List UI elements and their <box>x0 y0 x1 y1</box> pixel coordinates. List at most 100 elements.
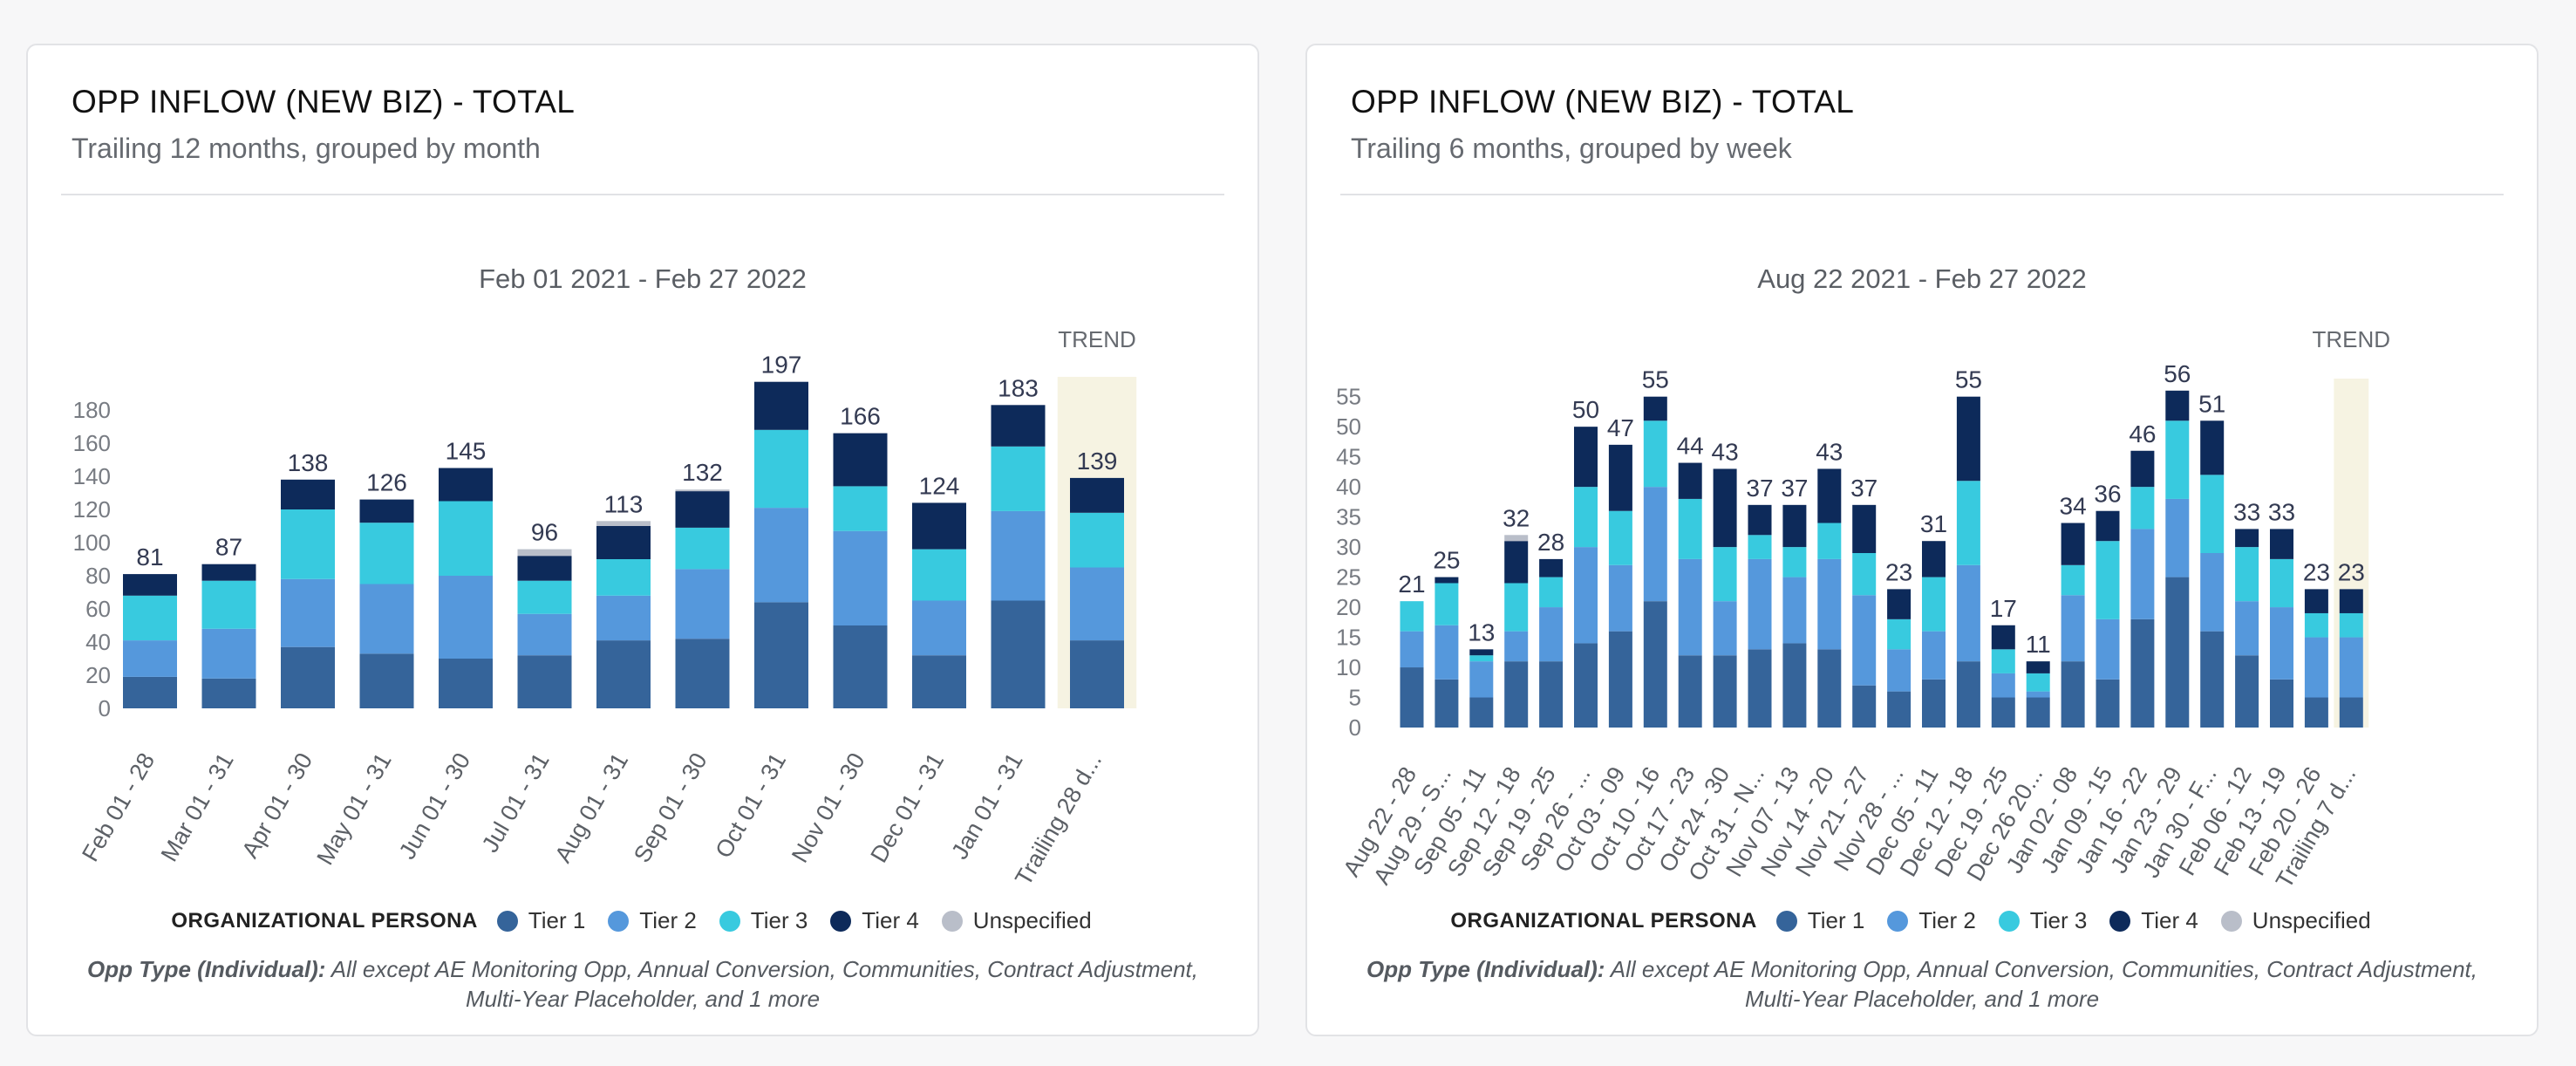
bar-segment-unspecified[interactable] <box>675 489 730 492</box>
bar-segment-tier-1[interactable] <box>1748 649 1772 728</box>
bar-segment-tier-4[interactable] <box>281 479 335 509</box>
bar-segment-tier-4[interactable] <box>675 491 730 528</box>
bar-segment-tier-2[interactable] <box>1782 577 1807 644</box>
bar-segment-tier-4[interactable] <box>1469 649 1494 656</box>
bar-segment-tier-1[interactable] <box>2096 679 2120 728</box>
bar-segment-tier-1[interactable] <box>1817 649 1842 728</box>
bar-segment-tier-1[interactable] <box>2304 697 2328 728</box>
bar-segment-tier-4[interactable] <box>2304 589 2328 613</box>
bar-segment-tier-2[interactable] <box>1070 567 1124 641</box>
bar-segment-tier-2[interactable] <box>2339 637 2363 698</box>
bar-segment-tier-3[interactable] <box>2026 673 2050 692</box>
bar-segment-tier-1[interactable] <box>1991 697 2015 728</box>
bar-segment-tier-3[interactable] <box>1748 535 1772 559</box>
bar-segment-tier-3[interactable] <box>2165 420 2190 499</box>
bar-segment-tier-4[interactable] <box>1817 468 1842 523</box>
bar-segment-tier-3[interactable] <box>1400 601 1424 632</box>
bar-segment-tier-2[interactable] <box>1887 649 1912 692</box>
bar-segment-tier-3[interactable] <box>2304 612 2328 638</box>
bar-segment-tier-2[interactable] <box>201 628 256 679</box>
bar-segment-tier-3[interactable] <box>754 429 808 509</box>
bar-segment-tier-4[interactable] <box>912 502 966 550</box>
bar-segment-tier-2[interactable] <box>1713 601 1737 656</box>
bar-segment-tier-3[interactable] <box>2200 475 2225 553</box>
bar-segment-tier-1[interactable] <box>1678 655 1702 728</box>
bar-segment-tier-1[interactable] <box>1608 631 1632 728</box>
bar-segment-tier-2[interactable] <box>912 600 966 656</box>
bar-segment-tier-4[interactable] <box>2096 510 2120 542</box>
bar-segment-tier-3[interactable] <box>359 523 414 584</box>
bar-segment-tier-4[interactable] <box>991 405 1046 447</box>
bar-segment-tier-3[interactable] <box>1643 420 1667 488</box>
legend-item-tier1[interactable]: Tier 1 <box>1775 907 1864 934</box>
bar-segment-tier-1[interactable] <box>281 646 335 708</box>
bar-segment-tier-4[interactable] <box>754 381 808 430</box>
bar-segment-tier-2[interactable] <box>1504 631 1529 662</box>
bar-segment-tier-1[interactable] <box>2200 631 2225 728</box>
bar-segment-tier-3[interactable] <box>201 580 256 629</box>
bar-segment-tier-4[interactable] <box>1643 396 1667 421</box>
bar-segment-tier-2[interactable] <box>991 510 1046 601</box>
bar-segment-tier-1[interactable] <box>1574 643 1598 728</box>
bar-segment-tier-1[interactable] <box>675 639 730 708</box>
bar-segment-tier-2[interactable] <box>123 640 177 677</box>
bar-segment-tier-1[interactable] <box>1922 679 1946 728</box>
bar-segment-tier-4[interactable] <box>2130 450 2155 488</box>
bar-segment-tier-1[interactable] <box>2235 655 2259 728</box>
bar-segment-tier-3[interactable] <box>1539 577 1564 608</box>
legend-item-tier3[interactable]: Tier 3 <box>1998 907 2087 934</box>
bar-segment-tier-3[interactable] <box>1887 618 1912 650</box>
legend-item-unspecified[interactable]: Unspecified <box>941 907 1092 934</box>
bar-segment-tier-3[interactable] <box>1469 655 1494 662</box>
bar-segment-tier-3[interactable] <box>912 549 966 601</box>
bar-segment-tier-2[interactable] <box>2026 691 2050 698</box>
bar-segment-tier-3[interactable] <box>123 595 177 641</box>
bar-segment-tier-3[interactable] <box>596 559 651 596</box>
bar-segment-tier-1[interactable] <box>2165 577 2190 728</box>
bar-segment-tier-4[interactable] <box>2165 390 2190 421</box>
bar-segment-tier-1[interactable] <box>1539 661 1564 728</box>
bar-segment-tier-1[interactable] <box>991 600 1046 709</box>
bar-segment-tier-3[interactable] <box>1817 523 1842 559</box>
bar-segment-tier-3[interactable] <box>2270 558 2293 608</box>
bar-segment-tier-2[interactable] <box>1400 631 1424 668</box>
bar-segment-tier-4[interactable] <box>1608 444 1632 511</box>
bar-segment-tier-2[interactable] <box>1539 607 1564 662</box>
bar-segment-tier-2[interactable] <box>596 595 651 641</box>
bar-segment-tier-2[interactable] <box>1852 595 1877 686</box>
bar-segment-tier-2[interactable] <box>2304 637 2328 698</box>
bar-segment-tier-4[interactable] <box>1504 541 1529 584</box>
legend-item-tier3[interactable]: Tier 3 <box>719 907 808 934</box>
bar-segment-tier-3[interactable] <box>1070 512 1124 568</box>
bar-segment-tier-1[interactable] <box>912 655 966 708</box>
bar-segment-tier-1[interactable] <box>1643 601 1667 728</box>
bar-segment-tier-2[interactable] <box>1643 487 1667 602</box>
bar-segment-tier-4[interactable] <box>1782 504 1807 548</box>
bar-segment-tier-2[interactable] <box>359 584 414 654</box>
bar-segment-tier-2[interactable] <box>2130 529 2155 619</box>
bar-segment-tier-3[interactable] <box>2130 487 2155 530</box>
bar-segment-unspecified[interactable] <box>517 549 572 557</box>
bar-segment-tier-4[interactable] <box>2026 661 2050 673</box>
bar-segment-tier-3[interactable] <box>2339 612 2363 638</box>
bar-segment-unspecified[interactable] <box>1504 535 1529 542</box>
bar-segment-tier-2[interactable] <box>1574 547 1598 644</box>
bar-segment-tier-4[interactable] <box>1713 468 1737 548</box>
bar-segment-tier-2[interactable] <box>439 576 493 659</box>
bar-segment-tier-4[interactable] <box>596 526 651 559</box>
bar-segment-tier-4[interactable] <box>1070 477 1124 513</box>
bar-segment-tier-1[interactable] <box>1956 661 1980 728</box>
bar-segment-tier-1[interactable] <box>517 655 572 708</box>
bar-segment-tier-3[interactable] <box>1956 481 1980 565</box>
bar-segment-tier-4[interactable] <box>1435 577 1459 584</box>
bar-segment-tier-3[interactable] <box>2061 564 2085 596</box>
bar-segment-tier-4[interactable] <box>1991 625 2015 650</box>
bar-segment-tier-2[interactable] <box>1991 673 2015 698</box>
bar-segment-tier-3[interactable] <box>1608 510 1632 565</box>
bar-segment-tier-2[interactable] <box>2061 595 2085 662</box>
bar-segment-tier-3[interactable] <box>1435 583 1459 625</box>
bar-segment-tier-1[interactable] <box>833 625 888 708</box>
bar-segment-tier-2[interactable] <box>833 530 888 625</box>
bar-segment-tier-4[interactable] <box>1922 541 1946 577</box>
bar-segment-tier-2[interactable] <box>754 508 808 603</box>
